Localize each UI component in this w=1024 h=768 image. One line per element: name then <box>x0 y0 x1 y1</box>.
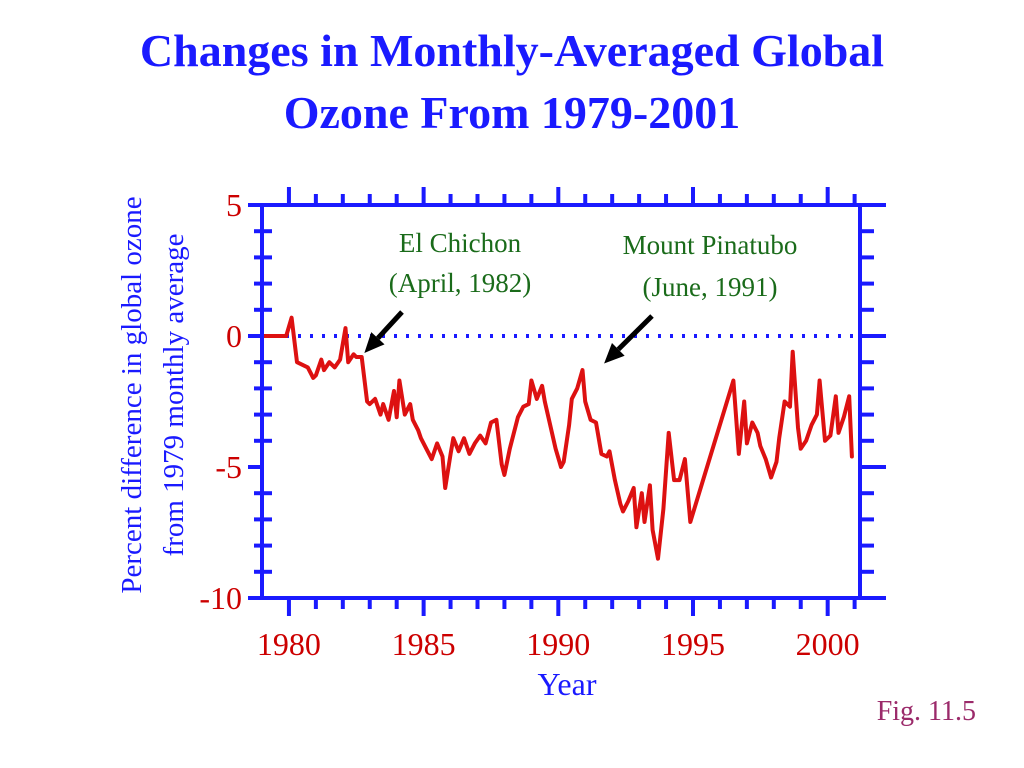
y-tick-label: 5 <box>226 187 242 223</box>
x-tick-label: 1985 <box>392 626 456 662</box>
annotations-layer: El Chichon (April, 1982) Mount Pinatubo (Ju… <box>364 228 798 364</box>
mount-pinatubo-arrow-head <box>604 342 625 364</box>
tick-marks-layer <box>248 187 886 616</box>
series-layer <box>260 315 854 561</box>
ozone-series-line <box>260 315 854 561</box>
y-tick-label: 0 <box>226 318 242 354</box>
el-chichon-label-line-1: El Chichon <box>399 228 522 258</box>
title-line-1: Changes in Monthly-Averaged Global <box>139 25 885 76</box>
tick-labels-layer: 1980 1985 1990 1995 2000 5 0 -5 -10 <box>199 187 859 662</box>
figure-label: Fig. 11.5 <box>876 696 976 727</box>
x-axis-label: Year <box>538 666 597 702</box>
y-axis-label-line-1: Percent difference in global ozone <box>116 196 148 593</box>
mount-pinatubo-arrow-shaft <box>616 314 654 352</box>
x-tick-label: 1980 <box>257 626 321 662</box>
x-tick-label: 1990 <box>526 626 590 662</box>
plot-frame <box>260 203 862 600</box>
mount-pinatubo-label-line-1: Mount Pinatubo <box>623 230 798 260</box>
x-tick-label: 2000 <box>796 626 860 662</box>
y-axis-label-line-2: from 1979 monthly average <box>158 234 190 557</box>
el-chichon-label-line-2: (April, 1982) <box>389 268 531 298</box>
y-tick-label: -5 <box>215 449 242 485</box>
slide-title: Changes in Monthly-Averaged Global Ozone… <box>0 20 1024 144</box>
el-chichon-arrow-shaft <box>376 310 404 340</box>
title-line-2: Ozone From 1979-2001 <box>283 87 741 138</box>
mount-pinatubo-label-line-2: (June, 1991) <box>643 272 778 302</box>
y-tick-label: -10 <box>199 580 242 616</box>
x-tick-label: 1995 <box>661 626 725 662</box>
el-chichon-arrow-head <box>364 332 385 353</box>
